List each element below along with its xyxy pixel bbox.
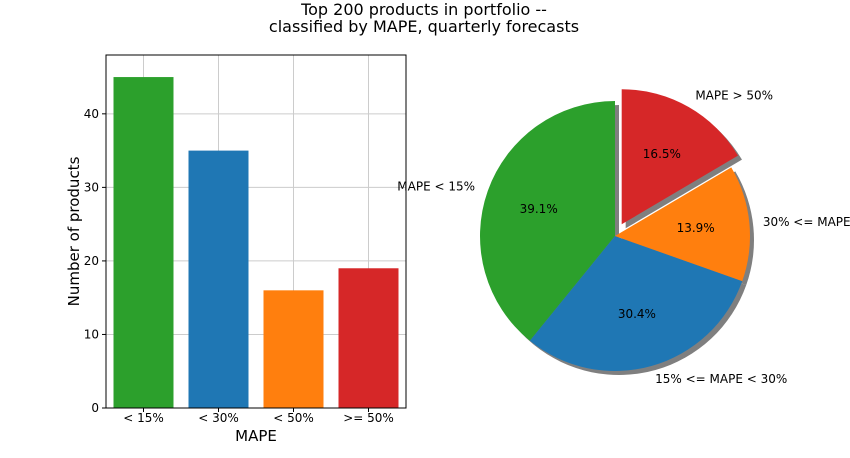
y-tick-label: 10 <box>84 327 99 341</box>
bar-chart: 0 10 20 30 40 < 15% < 30% < 50% >= 50% MAPE Number… <box>65 54 407 445</box>
pie-wedge-layer <box>480 89 751 371</box>
pie-slice <box>621 89 738 225</box>
pie-slice-label: 30% <= MAPE <box>763 215 850 229</box>
pie-percent-label: 16.5% <box>643 147 681 161</box>
pie-slice <box>529 236 743 371</box>
pie-percent-label: 13.9% <box>677 221 715 235</box>
y-tick-label: 30 <box>84 180 99 194</box>
y-tick-label: 20 <box>84 254 99 268</box>
pie-percent-label: 39.1% <box>520 202 558 216</box>
chart-title-line-2: classified by MAPE, quarterly forecasts <box>269 17 579 36</box>
plot-frame <box>105 54 407 409</box>
pie-slice <box>480 101 615 341</box>
y-tick-label: 40 <box>84 107 99 121</box>
bar <box>338 268 399 408</box>
y-tick-label: 0 <box>91 401 99 415</box>
x-tick-label: < 30% <box>198 411 239 425</box>
pie-text-layer: 39.1% MAPE < 15% 30.4% 15% <= MAPE < 30% 13.… <box>397 88 850 386</box>
pie-slice-label: MAPE < 15% <box>397 179 475 193</box>
pie-slice <box>615 167 751 282</box>
x-tick-label: >= 50% <box>343 411 394 425</box>
pie-chart: 39.1% MAPE < 15% 30.4% 15% <= MAPE < 30% 13.… <box>397 88 850 386</box>
pie-percent-label: 30.4% <box>618 307 656 321</box>
chart-title-line-1: Top 200 products in portfolio -- <box>300 0 547 19</box>
x-axis-label: MAPE <box>235 427 277 445</box>
y-axis-label: Number of products <box>65 156 83 306</box>
pie-slice-label: MAPE > 50% <box>695 88 773 102</box>
x-tick-label: < 50% <box>273 411 314 425</box>
bar <box>113 77 174 408</box>
bar <box>188 150 249 408</box>
x-tick-label: < 15% <box>123 411 164 425</box>
bar <box>263 290 324 408</box>
pie-slice-label: 15% <= MAPE < 30% <box>655 372 787 386</box>
